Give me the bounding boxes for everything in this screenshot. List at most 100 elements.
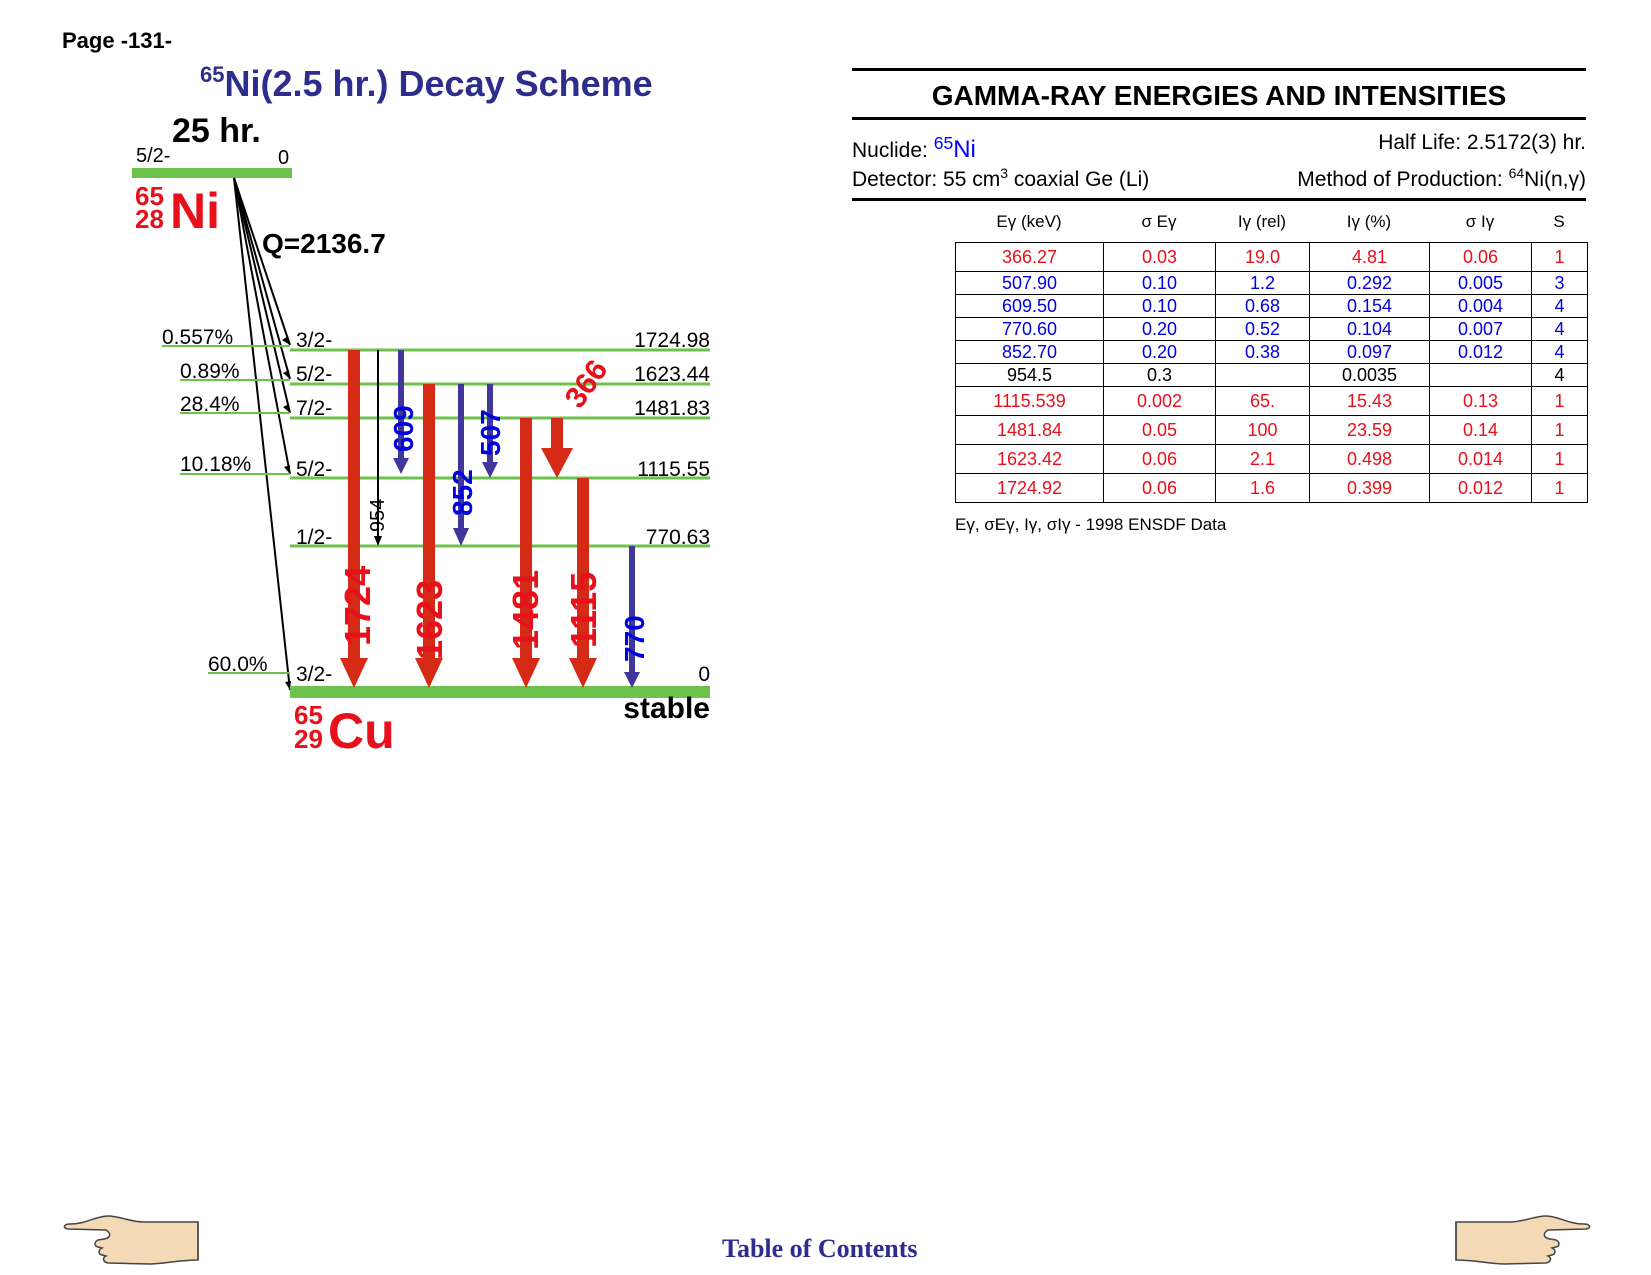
gamma-954-label: 954 bbox=[367, 499, 389, 532]
cell-s: 1 bbox=[1531, 386, 1588, 416]
cell-intensity-rel: 2.1 bbox=[1215, 444, 1310, 474]
cell-s: 1 bbox=[1531, 473, 1588, 503]
parent-half-life: 25 hr. bbox=[172, 112, 261, 150]
cell-intensity-pct: 0.104 bbox=[1309, 317, 1430, 341]
spin-ground: 3/2- bbox=[296, 663, 332, 686]
beta-arrowhead-1115 bbox=[284, 465, 290, 474]
cell-s: 1 bbox=[1531, 242, 1588, 272]
beta-arrowhead-1724 bbox=[282, 336, 290, 345]
cell-sigma-intensity: 0.14 bbox=[1429, 415, 1532, 445]
cell-sigma-energy: 0.3 bbox=[1103, 363, 1216, 387]
cell-intensity-pct: 0.292 bbox=[1309, 271, 1430, 295]
q-value: Q=2136.7 bbox=[262, 228, 386, 259]
parent-energy: 0 bbox=[278, 147, 289, 169]
table-row: 954.5 0.3 0.0035 4 bbox=[955, 363, 1588, 387]
detector-label: Detector: 55 cm bbox=[852, 168, 1001, 191]
decay-scheme-diagram: 25 hr. 5/2- 0 65 28 Ni Q=2136.7 0.557% bbox=[132, 112, 710, 759]
branch-pct-1724: 0.557% bbox=[162, 326, 233, 349]
branch-leaders bbox=[162, 345, 290, 674]
gamma-770-label: 770 bbox=[619, 615, 650, 662]
nuclide-field: Nuclide: 65Ni bbox=[852, 128, 976, 163]
cell-energy: 1115.539 bbox=[955, 386, 1104, 416]
branch-pct-1623: 0.89% bbox=[180, 360, 240, 383]
beta-arrowheads bbox=[282, 336, 291, 690]
gamma-507-head bbox=[482, 462, 498, 478]
nuclide-info: Nuclide: 65Ni Half Life: 2.5172(3) hr. D… bbox=[852, 128, 1586, 191]
cell-sigma-intensity: 0.012 bbox=[1429, 473, 1532, 503]
spin-1724: 3/2- bbox=[296, 329, 332, 352]
daughter-mass-number: 65 bbox=[294, 700, 323, 730]
table-row: 852.70 0.20 0.38 0.097 0.012 4 bbox=[955, 340, 1588, 364]
info-divider bbox=[852, 198, 1586, 201]
gamma-1623-label: 1623 bbox=[409, 580, 450, 660]
cell-intensity-rel: 1.2 bbox=[1215, 271, 1310, 295]
spin-1115: 5/2- bbox=[296, 458, 332, 481]
cell-sigma-energy: 0.06 bbox=[1103, 444, 1216, 474]
cell-energy: 1724.92 bbox=[955, 473, 1104, 503]
gamma-1115-shaft bbox=[577, 478, 589, 660]
previous-page-hand-icon[interactable] bbox=[60, 1212, 202, 1266]
gamma-1724-head bbox=[340, 658, 368, 688]
table-row: 507.90 0.10 1.2 0.292 0.005 3 bbox=[955, 271, 1588, 295]
energy-1481: 1481.83 bbox=[634, 397, 710, 420]
beta-branch-1115 bbox=[233, 177, 291, 475]
col-header-intensity-pct: Iγ (%) bbox=[1346, 212, 1392, 231]
gamma-770-shaft bbox=[629, 546, 635, 674]
cell-s: 1 bbox=[1531, 444, 1588, 474]
branch-pct-1115: 10.18% bbox=[180, 453, 251, 476]
table-of-contents-link[interactable]: Table of Contents bbox=[722, 1234, 918, 1263]
scheme-title: 65Ni(2.5 hr.) Decay Scheme bbox=[200, 62, 653, 105]
gamma-1623-head bbox=[415, 658, 443, 688]
branch-pct-ground: 60.0% bbox=[208, 653, 268, 676]
table-row: 1481.84 0.05 100 23.59 0.14 1 bbox=[955, 415, 1588, 445]
gamma-1481-shaft bbox=[520, 418, 532, 660]
table-row: 366.27 0.03 19.0 4.81 0.06 1 bbox=[955, 242, 1588, 272]
cell-sigma-energy: 0.002 bbox=[1103, 386, 1216, 416]
beta-arrowhead-1623 bbox=[283, 370, 290, 379]
table-footnote: Eγ, σEγ, Iγ, σIγ - 1998 ENSDF Data bbox=[955, 515, 1226, 535]
cell-intensity-rel: 65. bbox=[1215, 386, 1310, 416]
cell-sigma-energy: 0.20 bbox=[1103, 340, 1216, 364]
page-label: Page -131- bbox=[62, 28, 173, 53]
cell-sigma-intensity: 0.004 bbox=[1429, 294, 1532, 318]
col-header-energy: Eγ (keV) bbox=[996, 212, 1062, 231]
cell-sigma-intensity: 0.005 bbox=[1429, 271, 1532, 295]
nuclide-mass: 65 bbox=[933, 133, 954, 153]
cell-intensity-rel: 0.52 bbox=[1215, 317, 1310, 341]
gamma-1115-head bbox=[569, 658, 597, 688]
cell-sigma-energy: 0.10 bbox=[1103, 271, 1216, 295]
branch-pct-1481: 28.4% bbox=[180, 393, 240, 416]
beta-branch-1623 bbox=[233, 177, 291, 380]
next-page-hand-icon[interactable] bbox=[1452, 1212, 1594, 1266]
detector-sup: 3 bbox=[1000, 165, 1009, 181]
production-sup: 64 bbox=[1508, 165, 1525, 181]
footnote-text: 1998 ENSDF Data bbox=[1080, 515, 1227, 534]
cell-sigma-energy: 0.20 bbox=[1103, 317, 1216, 341]
parent-atomic-number: 28 bbox=[135, 204, 164, 234]
cell-intensity-pct: 23.59 bbox=[1309, 415, 1430, 445]
parent-spin: 5/2- bbox=[136, 145, 170, 167]
nuclide-symbol: Ni bbox=[953, 136, 976, 163]
cell-s: 4 bbox=[1531, 363, 1588, 387]
cell-sigma-energy: 0.10 bbox=[1103, 294, 1216, 318]
production-field: Method of Production: 64Ni(n,γ) bbox=[1297, 158, 1586, 191]
gamma-507-shaft bbox=[487, 384, 493, 464]
parent-mass-number: 65 bbox=[135, 181, 164, 211]
energy-ground: 0 bbox=[698, 663, 710, 686]
table-column-headers: Eγ (keV) σ Eγ Iγ (rel) Iγ (%) σ Iγ S bbox=[955, 212, 1585, 240]
table-row: 1623.42 0.06 2.1 0.498 0.014 1 bbox=[955, 444, 1588, 474]
gamma-1724-shaft bbox=[348, 350, 360, 660]
footnote-symbols: Eγ, σEγ, Iγ, σIγ - bbox=[955, 515, 1081, 534]
cell-energy: 507.90 bbox=[955, 271, 1104, 295]
cell-s: 4 bbox=[1531, 294, 1588, 318]
cell-energy: 954.5 bbox=[955, 363, 1104, 387]
gamma-366-shaft bbox=[551, 418, 563, 450]
cell-intensity-rel: 0.38 bbox=[1215, 340, 1310, 364]
cell-intensity-pct: 0.399 bbox=[1309, 473, 1430, 503]
table-row: 1724.92 0.06 1.6 0.399 0.012 1 bbox=[955, 473, 1588, 503]
detector-rest: coaxial Ge (Li) bbox=[1008, 168, 1150, 191]
cell-intensity-pct: 0.0035 bbox=[1309, 363, 1430, 387]
cell-sigma-energy: 0.05 bbox=[1103, 415, 1216, 445]
col-header-intensity-rel: Iγ (rel) bbox=[1237, 212, 1287, 231]
cell-sigma-intensity bbox=[1429, 363, 1532, 387]
